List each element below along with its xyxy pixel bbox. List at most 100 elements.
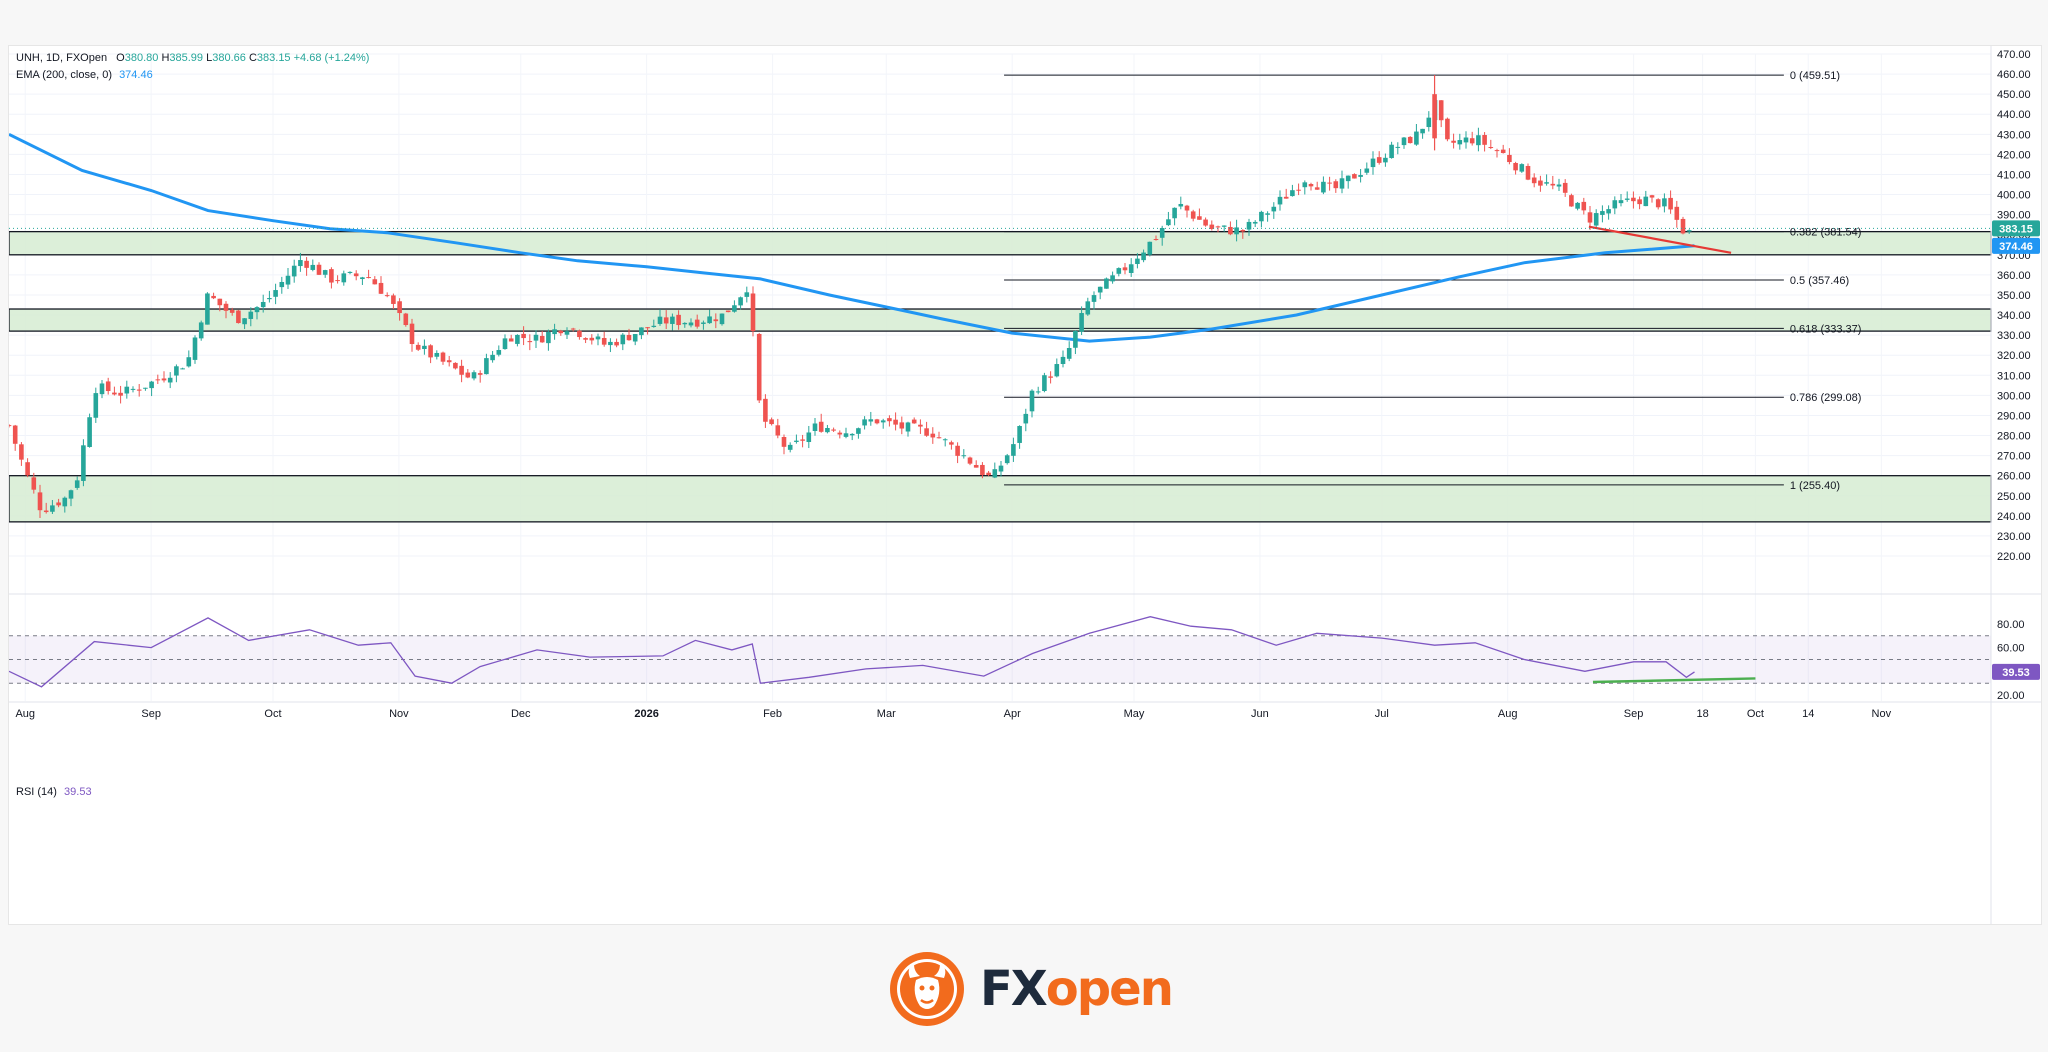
- price-tick-label: 400.00: [1997, 190, 2031, 202]
- candle-body: [1569, 195, 1574, 207]
- candle-body: [1457, 140, 1463, 145]
- candle-body: [763, 398, 768, 422]
- candle-body: [539, 335, 545, 343]
- candle-body: [1593, 213, 1599, 226]
- candle-body: [1414, 131, 1419, 145]
- fxopen-logo: FXopen: [888, 950, 1174, 1028]
- candle-body: [1476, 135, 1481, 146]
- candle-body: [446, 360, 452, 363]
- candle-body: [626, 334, 632, 341]
- candle-body: [366, 277, 371, 279]
- candle-body: [967, 457, 973, 464]
- candle-body: [1327, 182, 1332, 184]
- candle-body: [1463, 137, 1469, 143]
- candle-body: [167, 377, 173, 383]
- candle-body: [1426, 117, 1432, 128]
- high-label: H: [161, 52, 170, 64]
- candle-body: [329, 269, 334, 283]
- candle-body: [880, 420, 886, 423]
- candle-body: [1135, 258, 1140, 265]
- candle-body: [1370, 158, 1376, 168]
- candle-body: [558, 330, 564, 334]
- time-tick-label: Jul: [1375, 708, 1389, 720]
- candle-body: [1221, 225, 1227, 227]
- candle-body: [484, 358, 489, 375]
- candle-body: [651, 325, 657, 328]
- candle-body: [1631, 197, 1636, 202]
- ema-price-tag: [1992, 237, 2040, 254]
- candle-body: [601, 337, 607, 345]
- logo-wordmark: FXopen: [980, 961, 1174, 1017]
- price-tick-label: 320.00: [1997, 350, 2031, 362]
- symbol-label: UNH, 1D, FXOpen: [16, 52, 108, 64]
- candle-body: [1277, 196, 1283, 205]
- candle-body: [248, 311, 254, 319]
- price-tags: 383.15 374.46 39.53: [9, 220, 2040, 680]
- candle-body: [1637, 199, 1642, 205]
- candle-body: [459, 365, 464, 375]
- price-tick-label: 470.00: [1997, 49, 2031, 61]
- candle-body: [1104, 278, 1109, 289]
- candle-body: [322, 270, 328, 275]
- rsi-value-tag-label: 39.53: [2002, 667, 2030, 679]
- candle-body: [1562, 182, 1568, 193]
- candle-body: [645, 327, 650, 329]
- time-tick-label: 2026: [634, 708, 658, 720]
- candle-body: [415, 344, 421, 350]
- candle-body: [1345, 175, 1351, 182]
- price-tick-label: 450.00: [1997, 89, 2031, 101]
- candle-body: [639, 327, 644, 336]
- price-tick-label: 330.00: [1997, 330, 2031, 342]
- candle-body: [93, 393, 99, 418]
- price-tick-label: 340.00: [1997, 310, 2031, 322]
- trendlines: [1588, 225, 1732, 254]
- price-trendline: [1588, 225, 1732, 254]
- candle-body: [843, 433, 849, 437]
- candle-body: [347, 271, 353, 273]
- rsi-value-tag: [1992, 663, 2040, 680]
- candle-body: [1066, 347, 1072, 359]
- candle-body: [1395, 146, 1401, 148]
- candle-body: [1321, 181, 1326, 193]
- spike-candle-body: [1432, 94, 1437, 139]
- candle-body: [1420, 128, 1425, 134]
- price-tick-label: 220.00: [1997, 551, 2031, 563]
- candle-body: [502, 338, 508, 350]
- price-chart[interactable]: 0 (459.51) 0.382 (381.54) 0.5 (357.46) 0.61…: [6, 46, 2041, 924]
- candle-body: [422, 345, 427, 350]
- candle-body: [149, 381, 154, 389]
- candle-body: [56, 502, 61, 506]
- candle-body: [1643, 196, 1649, 207]
- close-price-tag: [1992, 220, 2040, 237]
- candle-body: [229, 309, 235, 313]
- candle-body: [477, 373, 483, 375]
- candle-body: [180, 368, 185, 370]
- candle-body: [105, 381, 111, 392]
- candle-body: [360, 277, 365, 280]
- candle-body: [1531, 177, 1537, 184]
- candle-body: [1581, 201, 1587, 211]
- candle-body: [1054, 364, 1060, 377]
- candle-body: [924, 428, 929, 436]
- candle-body: [50, 505, 55, 512]
- candle-body: [397, 301, 402, 314]
- candle-body: [1023, 413, 1029, 424]
- candle-body: [1302, 182, 1308, 188]
- candle-body: [744, 292, 750, 297]
- candle-body: [732, 305, 737, 312]
- candle-body: [205, 293, 210, 325]
- rsi-legend: RSI (14) 39.53: [16, 786, 92, 798]
- candle-body: [1513, 163, 1518, 171]
- candle-body: [1097, 286, 1103, 293]
- candle-body: [1085, 301, 1091, 315]
- candle-body: [440, 352, 446, 362]
- candle-body: [1259, 211, 1264, 222]
- price-tick-label: 410.00: [1997, 169, 2031, 181]
- candle-body: [217, 298, 223, 306]
- candle-body: [589, 337, 595, 341]
- candle-body: [403, 313, 409, 326]
- candle-body: [825, 428, 830, 433]
- candle-body: [756, 333, 762, 401]
- candle-body: [1234, 227, 1239, 235]
- candle-body: [1376, 157, 1382, 163]
